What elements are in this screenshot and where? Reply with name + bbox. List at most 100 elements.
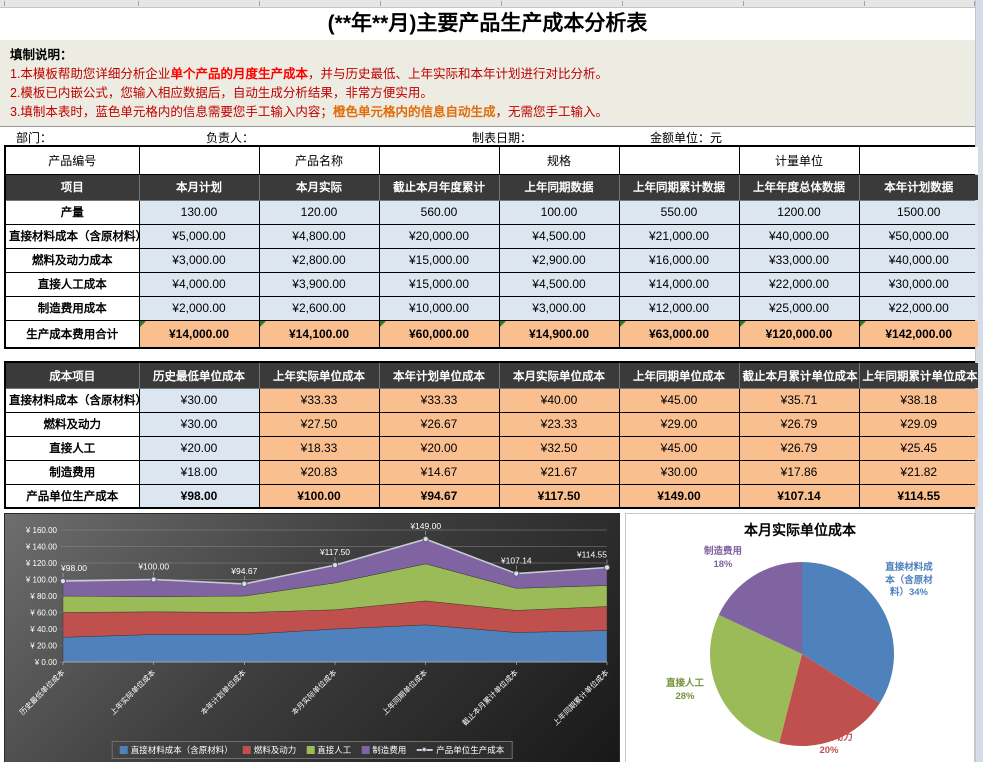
data-cell[interactable]: ¥16,000.00 [618,247,740,273]
product-info-cell[interactable] [858,145,980,175]
data-cell[interactable]: ¥40.00 [498,387,620,413]
total-cell[interactable]: ¥63,000.00 [618,319,740,349]
row-label-cell[interactable]: 制造费用 [4,459,140,485]
product-info-cell[interactable] [138,145,260,175]
data-cell[interactable]: ¥20.00 [138,435,260,461]
product-info-cell[interactable]: 产品名称 [258,145,380,175]
data-cell[interactable]: ¥27.50 [258,411,380,437]
row-label-cell[interactable]: 直接人工 [4,435,140,461]
column-header-cell[interactable]: 本月计划 [138,173,260,201]
column-header-cell[interactable]: 项目 [4,173,140,201]
data-cell[interactable]: ¥26.79 [738,435,860,461]
data-cell[interactable]: ¥4,000.00 [138,271,260,297]
data-cell[interactable]: ¥29.00 [618,411,740,437]
data-cell[interactable]: ¥20,000.00 [378,223,500,249]
data-cell[interactable]: ¥50,000.00 [858,223,980,249]
total-cell[interactable]: ¥14,900.00 [498,319,620,349]
data-cell[interactable]: 560.00 [378,199,500,225]
total-cell[interactable]: ¥14,100.00 [258,319,380,349]
row-label-cell[interactable]: 直接材料成本（含原材料） [4,387,140,413]
column-header-cell[interactable]: 截止本月累计单位成本 [738,361,860,389]
total-cell[interactable]: ¥60,000.00 [378,319,500,349]
data-cell[interactable]: ¥21,000.00 [618,223,740,249]
data-cell[interactable]: ¥38.18 [858,387,980,413]
column-header-cell[interactable]: 上年实际单位成本 [258,361,380,389]
data-cell[interactable]: ¥21.82 [858,459,980,485]
data-cell[interactable]: 120.00 [258,199,380,225]
data-cell[interactable]: ¥14,000.00 [618,271,740,297]
data-cell[interactable]: ¥4,500.00 [498,223,620,249]
data-cell[interactable]: ¥45.00 [618,387,740,413]
data-cell[interactable]: ¥40,000.00 [858,247,980,273]
data-cell[interactable]: ¥100.00 [258,483,380,509]
column-header-cell[interactable]: 上年同期累计单位成本 [858,361,980,389]
department-label[interactable]: 部门： [16,131,53,146]
manager-label[interactable]: 负责人： [206,131,255,146]
data-cell[interactable]: ¥30.00 [138,411,260,437]
column-header-strip[interactable] [0,0,975,8]
row-label-cell[interactable]: 产量 [4,199,140,225]
product-info-cell[interactable]: 规格 [498,145,620,175]
data-cell[interactable]: ¥22,000.00 [738,271,860,297]
data-cell[interactable]: 130.00 [138,199,260,225]
data-cell[interactable]: ¥3,000.00 [498,295,620,321]
data-cell[interactable]: ¥32.50 [498,435,620,461]
data-cell[interactable]: ¥30.00 [618,459,740,485]
product-info-cell[interactable] [618,145,740,175]
data-cell[interactable]: ¥22,000.00 [858,295,980,321]
data-cell[interactable]: ¥45.00 [618,435,740,461]
total-cell[interactable]: ¥120,000.00 [738,319,860,349]
data-cell[interactable]: ¥26.79 [738,411,860,437]
data-cell[interactable]: ¥18.00 [138,459,260,485]
data-cell[interactable]: ¥35.71 [738,387,860,413]
data-cell[interactable]: ¥2,000.00 [138,295,260,321]
column-header-cell[interactable]: 本月实际 [258,173,380,201]
column-header-cell[interactable]: 上年同期单位成本 [618,361,740,389]
data-cell[interactable]: ¥107.14 [738,483,860,509]
data-cell[interactable]: ¥15,000.00 [378,247,500,273]
data-cell[interactable]: 100.00 [498,199,620,225]
data-cell[interactable]: ¥33.33 [258,387,380,413]
product-info-cell[interactable] [378,145,500,175]
row-label-cell[interactable]: 燃料及动力成本 [4,247,140,273]
data-cell[interactable]: ¥3,000.00 [138,247,260,273]
data-cell[interactable]: ¥21.67 [498,459,620,485]
column-header-cell[interactable]: 本月实际单位成本 [498,361,620,389]
data-cell[interactable]: ¥23.33 [498,411,620,437]
data-cell[interactable]: ¥2,900.00 [498,247,620,273]
row-label-cell[interactable]: 直接人工成本 [4,271,140,297]
data-cell[interactable]: 1500.00 [858,199,980,225]
data-cell[interactable]: ¥29.09 [858,411,980,437]
data-cell[interactable]: ¥2,800.00 [258,247,380,273]
data-cell[interactable]: ¥10,000.00 [378,295,500,321]
data-cell[interactable]: ¥33.33 [378,387,500,413]
data-cell[interactable]: ¥30.00 [138,387,260,413]
column-header-cell[interactable]: 本年计划单位成本 [378,361,500,389]
unit-label[interactable]: 金额单位：元 [650,131,723,146]
data-cell[interactable]: ¥4,500.00 [498,271,620,297]
column-header-cell[interactable]: 上年同期累计数据 [618,173,740,201]
product-info-cell[interactable]: 计量单位 [738,145,860,175]
date-label[interactable]: 制表日期： [472,131,533,146]
row-label-cell[interactable]: 制造费用成本 [4,295,140,321]
column-header-cell[interactable]: 成本项目 [4,361,140,389]
data-cell[interactable]: ¥3,900.00 [258,271,380,297]
product-info-cell[interactable]: 产品编号 [4,145,140,175]
data-cell[interactable]: ¥20.00 [378,435,500,461]
data-cell[interactable]: ¥2,600.00 [258,295,380,321]
data-cell[interactable]: ¥14.67 [378,459,500,485]
data-cell[interactable]: ¥33,000.00 [738,247,860,273]
row-label-cell[interactable]: 直接材料成本（含原材料） [4,223,140,249]
data-cell[interactable]: ¥15,000.00 [378,271,500,297]
data-cell[interactable]: ¥26.67 [378,411,500,437]
total-cell[interactable]: ¥14,000.00 [138,319,260,349]
data-cell[interactable]: ¥5,000.00 [138,223,260,249]
data-cell[interactable]: ¥4,800.00 [258,223,380,249]
data-cell[interactable]: ¥20.83 [258,459,380,485]
data-cell[interactable]: ¥25.45 [858,435,980,461]
data-cell[interactable]: ¥18.33 [258,435,380,461]
row-label-cell[interactable]: 燃料及动力 [4,411,140,437]
data-cell[interactable]: ¥94.67 [378,483,500,509]
row-label-cell[interactable]: 产品单位生产成本 [4,483,140,509]
data-cell[interactable]: ¥98.00 [138,483,260,509]
